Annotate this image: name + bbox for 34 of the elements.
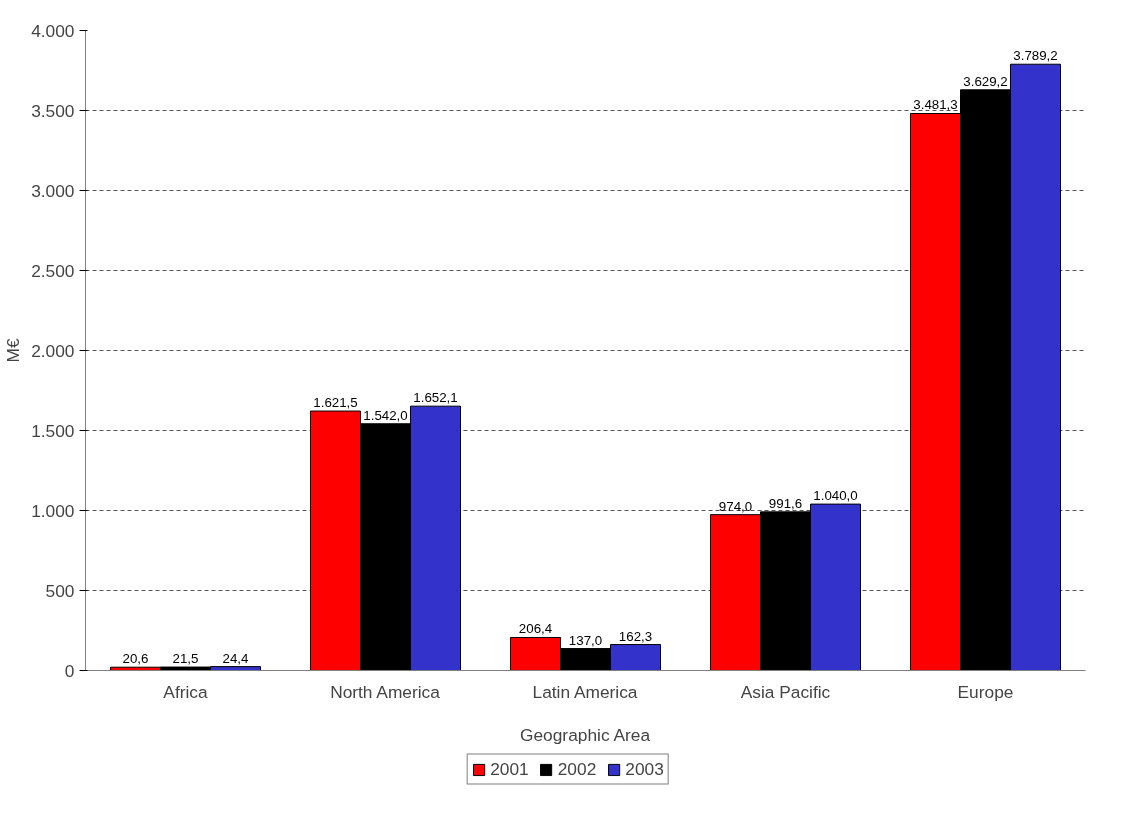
y-tick-label: 500 xyxy=(45,580,75,601)
y-tick-label: 1.500 xyxy=(31,420,75,441)
legend-label: 2001 xyxy=(490,758,529,780)
data-label: 1.652,1 xyxy=(413,390,458,406)
legend-label: 2002 xyxy=(557,758,597,780)
legend-label: 2003 xyxy=(625,758,664,780)
data-label: 3.629,2 xyxy=(963,73,1008,89)
y-tick-label: 4.000 xyxy=(31,20,75,41)
data-label: 24,4 xyxy=(222,650,250,666)
x-tick-label: Latin America xyxy=(532,681,638,702)
x-tick-label: Africa xyxy=(163,681,209,702)
x-tick-label: Europe xyxy=(957,681,1014,702)
data-label: 162,3 xyxy=(618,628,653,644)
data-label: 3.789,2 xyxy=(1013,48,1058,64)
y-tick-label: 2.500 xyxy=(31,260,75,281)
data-label: 1.621,5 xyxy=(313,395,358,411)
x-axis-title: Geographic Area xyxy=(520,724,651,745)
data-label: 1.040,0 xyxy=(813,488,858,504)
data-label: 206,4 xyxy=(518,621,553,637)
y-tick-label: 2.000 xyxy=(31,340,75,361)
x-tick-label: North America xyxy=(330,681,441,702)
data-label: 991,6 xyxy=(768,495,803,511)
data-label: 20,6 xyxy=(122,651,149,667)
data-label: 21,5 xyxy=(172,651,199,667)
y-tick-label: 3.500 xyxy=(31,100,75,121)
y-tick-label: 3.000 xyxy=(31,180,75,201)
data-label: 137,0 xyxy=(568,632,603,648)
x-tick-label: Asia Pacific xyxy=(740,681,831,702)
y-tick-label: 1.000 xyxy=(31,500,75,521)
data-label: 3.481,3 xyxy=(913,97,958,113)
y-tick-label: 0 xyxy=(64,660,75,681)
data-label: 1.542,0 xyxy=(363,407,408,423)
y-axis-title: M€ xyxy=(3,338,24,363)
data-label: 974,0 xyxy=(718,498,753,514)
